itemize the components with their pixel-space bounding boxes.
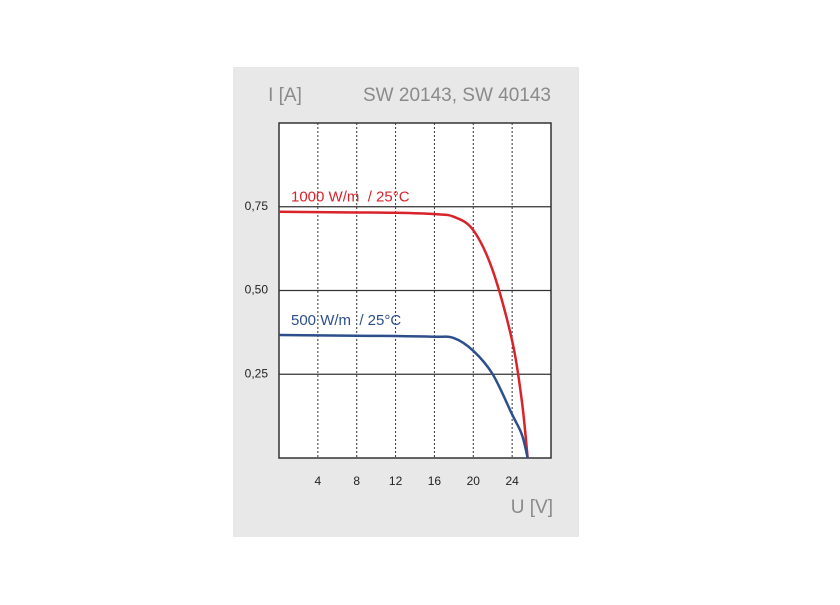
x-tick-label: 16: [428, 474, 442, 488]
x-tick-label: 4: [315, 474, 322, 488]
x-tick-label: 12: [389, 474, 403, 488]
y-tick-label: 0,50: [245, 283, 269, 297]
series-line: [278, 210, 529, 459]
y-tick-label: 0,75: [245, 199, 269, 213]
x-tick-label: 24: [505, 474, 519, 488]
series-label: 500 W/m / 25°C: [291, 312, 401, 329]
x-tick-label: 8: [353, 474, 360, 488]
plot-frame: [278, 122, 552, 459]
series-label: 1000 W/m / 25°C: [291, 189, 410, 206]
y-axis-label: I [A]: [268, 85, 302, 106]
y-tick-label: 0,25: [245, 366, 269, 380]
x-tick-label: 20: [467, 474, 481, 488]
chart-title: SW 20143, SW 40143: [363, 85, 551, 106]
x-axis-label: U [V]: [511, 497, 553, 518]
series-line: [278, 333, 529, 459]
